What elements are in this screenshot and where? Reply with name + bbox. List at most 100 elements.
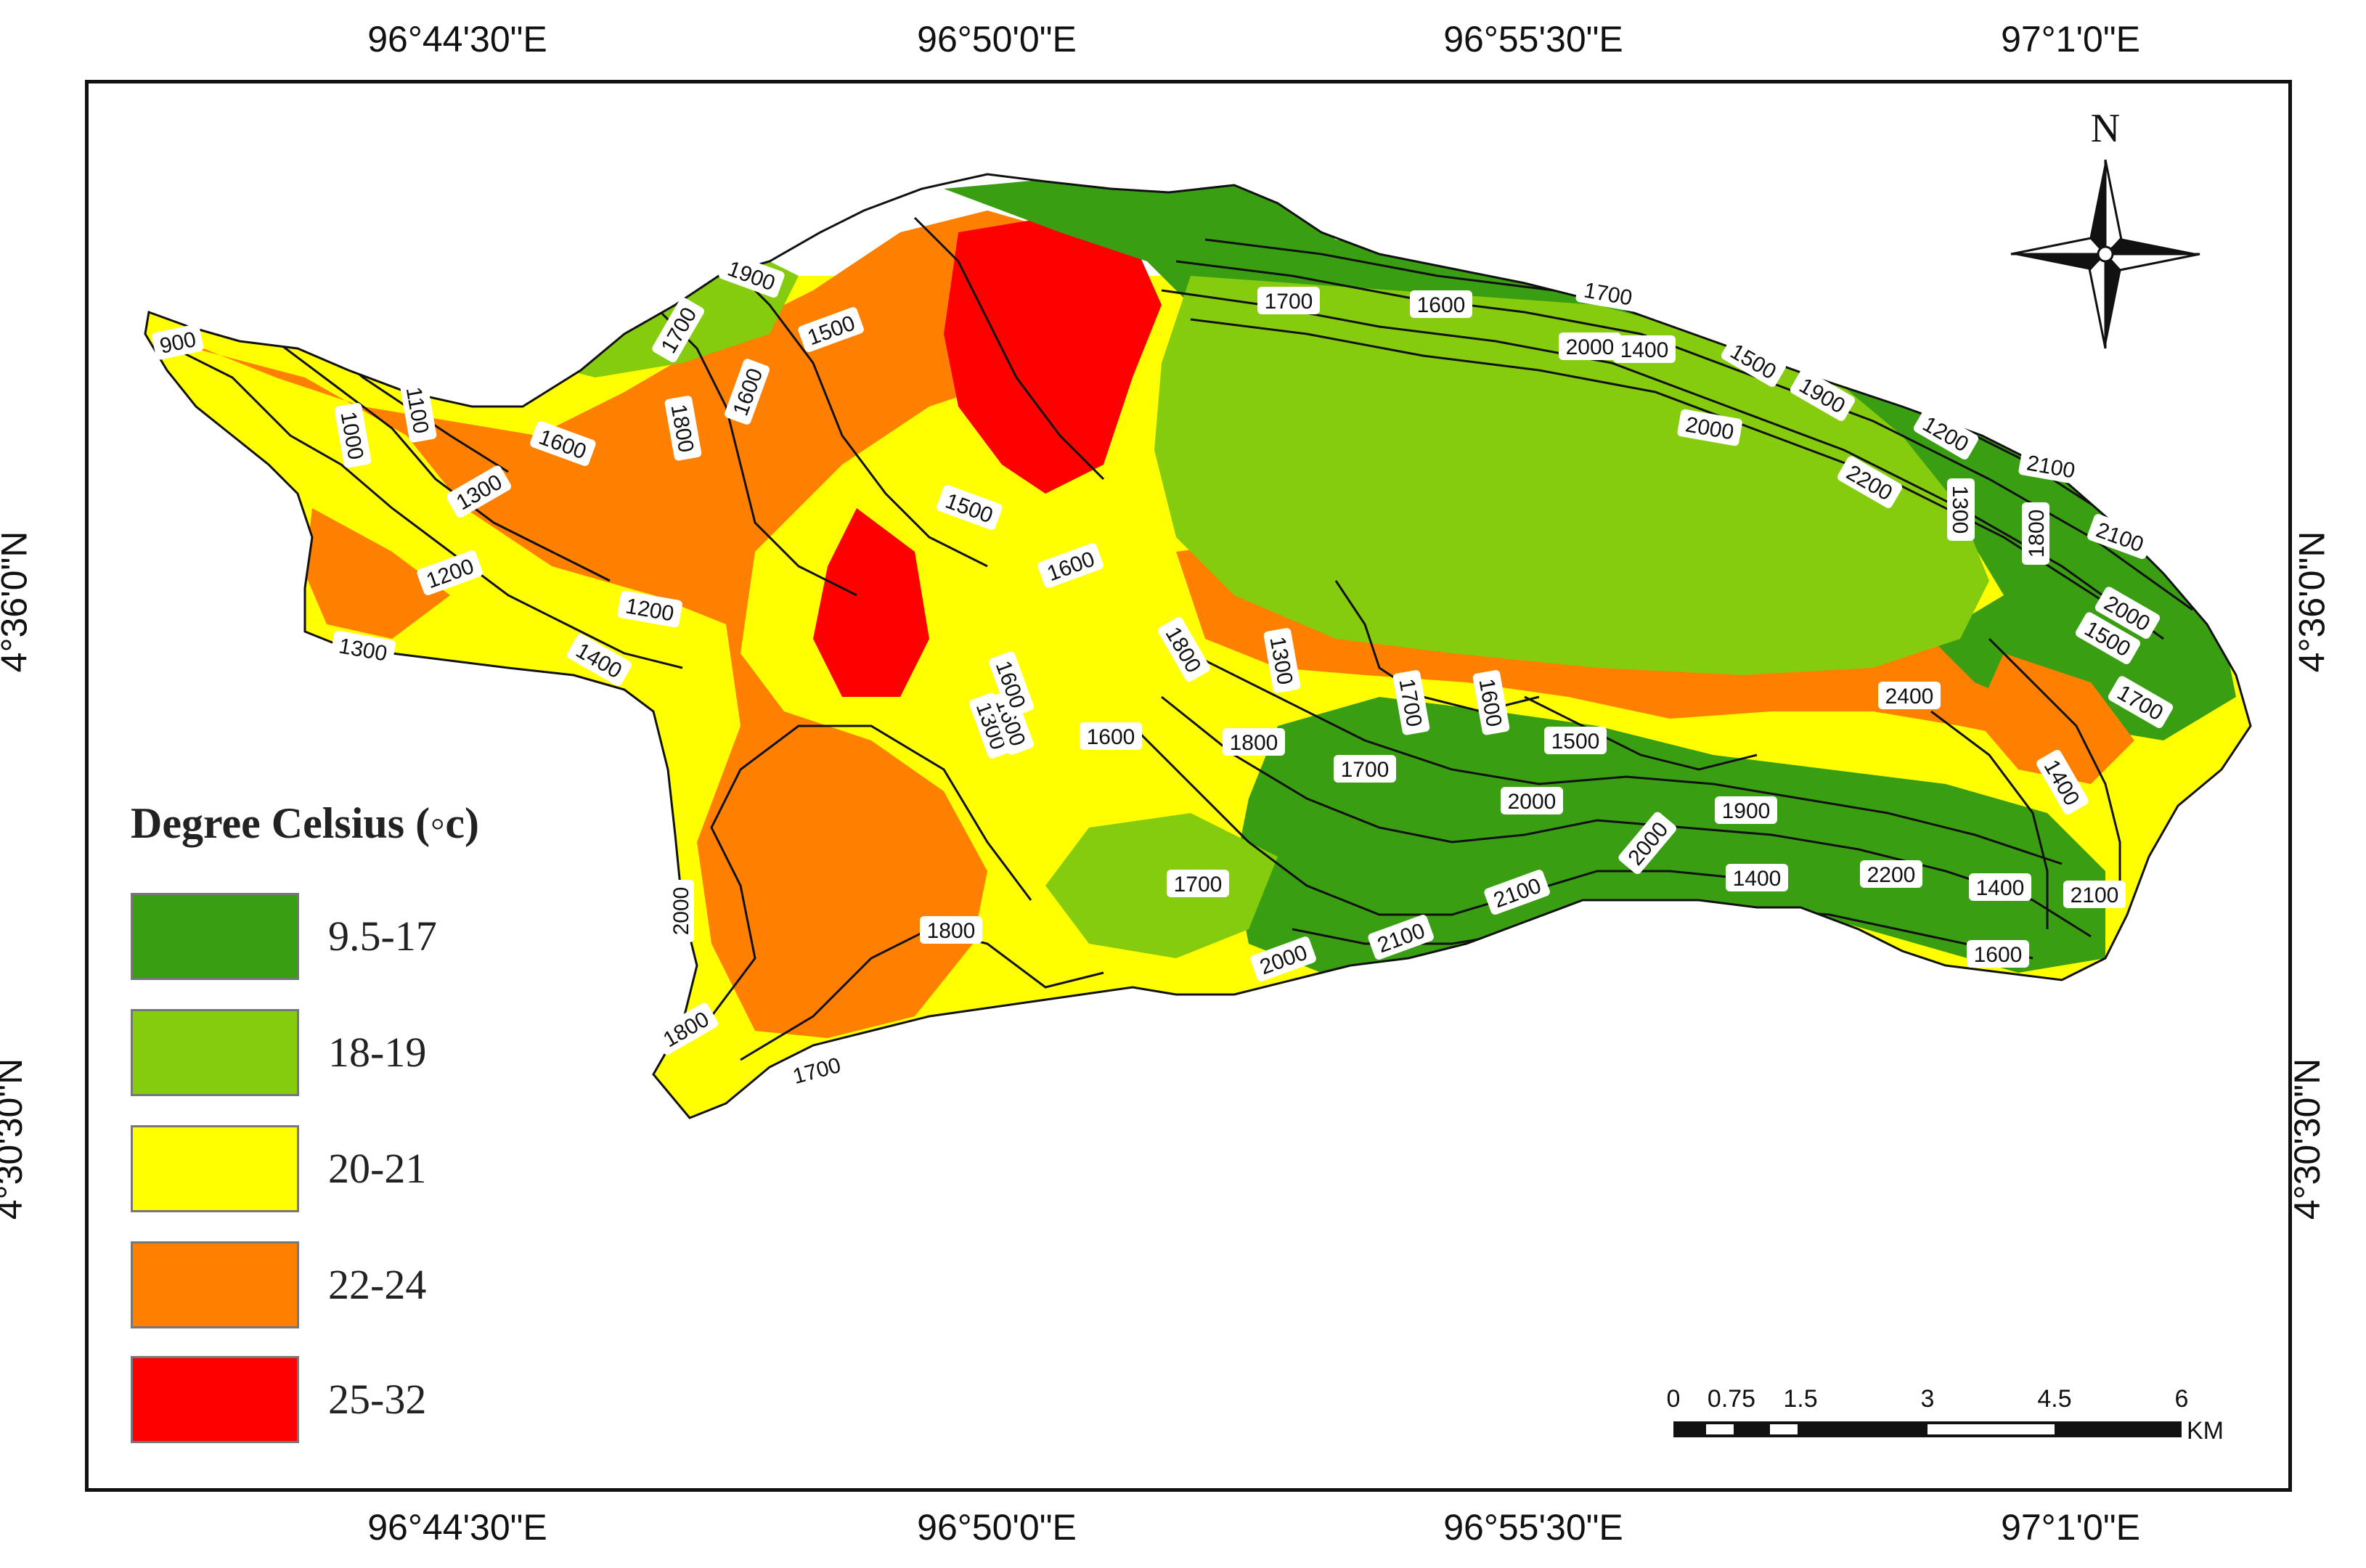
legend-item: 20-21 [131,1125,566,1212]
contour-elevation-label: 1700 [1167,870,1229,897]
svg-text:1500: 1500 [1551,730,1600,754]
svg-text:1600: 1600 [1417,293,1466,317]
top-longitude-label-2: 96°50'0"E [917,19,1077,60]
contour-line [652,303,857,597]
svg-text:1700: 1700 [1341,758,1390,782]
legend-swatch-9-5-17 [131,893,299,980]
legend-label: 22-24 [328,1261,427,1308]
svg-text:2200: 2200 [1867,863,1916,887]
contour-line [913,216,1105,481]
contour-elevation-label: 1800 [1223,728,1285,756]
bottom-longitude-label-1: 96°44'30"E [367,1507,547,1548]
contour-elevation-label: 1700 [1392,670,1430,735]
legend-label: 20-21 [328,1145,427,1192]
scale-tick-6: 6 [2175,1385,2189,1413]
contour-elevation-label: 1700 [1257,287,1320,314]
legend-swatch-22-24 [131,1241,299,1328]
north-label: N [2091,106,2120,151]
contour-elevation-label: 1800 [664,396,702,461]
svg-text:2000: 2000 [1566,335,1615,359]
contour-elevation-label: 1800 [2022,502,2049,565]
svg-text:1600: 1600 [1087,725,1135,749]
svg-text:2400: 2400 [1885,685,1934,709]
contour-line [1190,652,2063,865]
legend-label: 25-32 [328,1376,427,1423]
temperature-zone [1975,653,2134,784]
contour-elevation-label: 1400 [1726,864,1788,891]
svg-text:1400: 1400 [1620,338,1669,362]
svg-text:1600: 1600 [1974,943,2023,967]
contour-line [217,303,611,582]
contour-line [710,724,1032,1017]
svg-text:1700: 1700 [1174,873,1223,897]
legend-label: 18-19 [328,1029,427,1076]
contour-elevation-label: 1600 [1967,940,2029,968]
temperature-zone [944,218,1162,494]
scale-tick-45: 4.5 [2037,1385,2071,1413]
contour-elevation-label: 2100 [2018,447,2084,485]
svg-text:2100: 2100 [2071,883,2119,907]
scale-tick-15: 1.5 [1783,1385,1817,1413]
contour-elevation-label: 1500 [1544,727,1607,754]
svg-text:1900: 1900 [1722,799,1771,823]
contour-line [1988,637,2121,900]
contour-elevation-label: 1300 [1947,478,1975,541]
contour-line [174,347,683,669]
contour-line [1524,695,1758,771]
contour-elevation-label: 2100 [2063,881,2126,908]
svg-text:1800: 1800 [2025,510,2049,558]
contour-elevation-label: 1300 [1263,628,1301,693]
bottom-longitude-label-2: 96°50'0"E [917,1507,1077,1548]
legend-item: 25-32 [131,1356,566,1443]
svg-text:2000: 2000 [669,887,693,936]
legend-item: 9.5-17 [131,893,566,980]
contour-line [1930,710,2049,929]
contour-elevation-label: 1800 [920,916,982,944]
contour-elevation-label: 1500 [798,307,864,352]
contour-elevation-label: 900 [152,324,204,360]
legend-swatch-20-21 [131,1125,299,1212]
legend-item: 22-24 [131,1241,566,1328]
scale-tick-0: 0 [1667,1385,1681,1413]
contour-elevation-label: 1300 [330,630,396,668]
north-arrow-icon [2010,159,2200,349]
svg-text:1800: 1800 [927,919,976,943]
scale-bar [1673,1421,2182,1437]
contour-elevation-label: 1700 [1334,755,1396,783]
svg-text:1300: 1300 [1948,486,1972,534]
temperature-zone [813,508,929,697]
temperature-zone [305,508,450,639]
scale-tick-3: 3 [1921,1385,1935,1413]
map-frame [85,80,2292,1492]
contour-elevation-label: 2200 [1860,860,1922,888]
contour-elevation-label: 2000 [666,880,694,942]
svg-text:1800: 1800 [1230,731,1278,755]
svg-text:1400: 1400 [1733,867,1782,891]
contour-line [1161,695,2092,938]
bottom-longitude-label-3: 96°55'30"E [1443,1507,1623,1548]
legend-title: Degree Celsius (◦c) [131,799,479,847]
contour-line [725,260,988,568]
contour-line [1161,289,2164,640]
temperature-zone [1176,537,2076,740]
contour-elevation-label: 1000 [334,403,372,468]
legend-swatch-18-19 [131,1009,299,1096]
contour-elevation-label: 2000 [1501,787,1563,814]
legend-item: 18-19 [131,1009,566,1096]
temperature-zone [1045,813,1278,958]
bottom-longitude-label-4: 97°1'0"E [2001,1507,2140,1548]
contour-elevation-label: 1600 [1080,722,1142,750]
svg-text:1700: 1700 [1265,290,1313,314]
top-longitude-label-3: 96°55'30"E [1443,19,1623,60]
contour-elevation-label: 1900 [1715,796,1777,824]
contour-elevation-label: 1400 [1969,873,2031,901]
svg-text:2000: 2000 [1508,790,1557,814]
legend-label: 9.5-17 [328,912,437,960]
scale-tick-075: 0.75 [1708,1385,1755,1413]
legend-swatch-25-32 [131,1356,299,1443]
contour-elevation-label: 1400 [1613,335,1676,363]
top-longitude-label-1: 96°44'30"E [367,19,547,60]
scale-unit: KM [2187,1417,2224,1445]
contour-elevation-label: 2400 [1878,682,1941,709]
